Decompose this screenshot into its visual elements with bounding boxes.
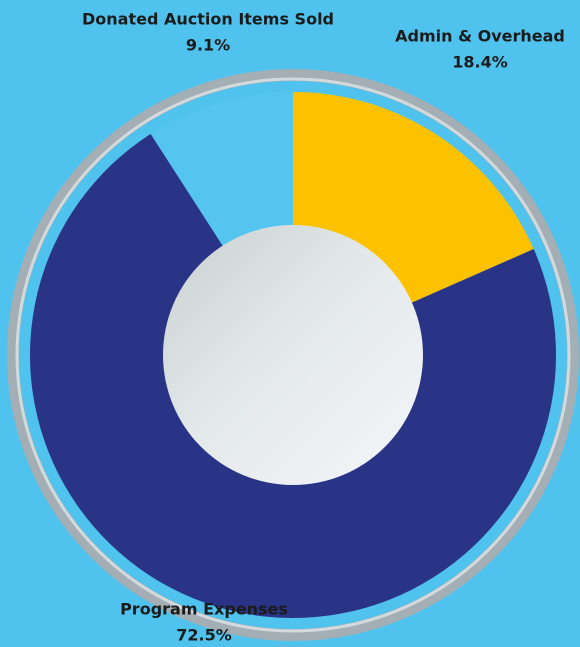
slice-value-label: 9.1% (186, 36, 230, 55)
slice-value-label: 72.5% (176, 626, 232, 645)
slice-label: Program Expenses (120, 600, 288, 619)
outer-ring-highlight (15, 77, 571, 633)
outer-ring (7, 69, 579, 641)
slice-label: Donated Auction Items Sold (82, 10, 334, 29)
slice-value-label: 18.4% (452, 53, 508, 72)
slice-label: Admin & Overhead (395, 27, 565, 46)
donut-hole (163, 225, 423, 485)
